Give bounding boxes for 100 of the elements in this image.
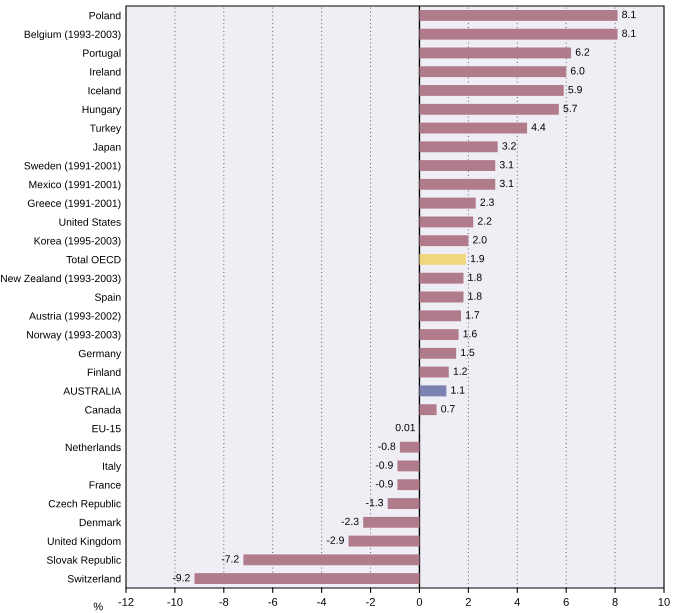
data-label: 6.2	[576, 48, 590, 56]
y-tick-label: Germany	[78, 350, 122, 360]
bar	[419, 310, 462, 322]
bar	[419, 385, 446, 396]
data-label: 1.2	[454, 368, 467, 375]
y-tick-label: Mexico (1991-2001)	[29, 180, 120, 190]
data-label: -0.9	[376, 480, 393, 488]
data-label: 3.1	[500, 180, 514, 188]
data-label: -0.9	[376, 461, 393, 469]
bar	[419, 10, 618, 21]
bar	[419, 85, 564, 96]
bar	[194, 573, 420, 584]
y-tick-label: Japan	[92, 143, 120, 153]
y-tick-label: EU-15	[92, 425, 121, 432]
bar	[419, 235, 468, 246]
y-tick-label: Spain	[94, 293, 120, 303]
bar	[363, 516, 420, 528]
bar	[419, 216, 474, 228]
data-label: 1.7	[466, 311, 480, 318]
y-tick-label: Belgium (1993-2003)	[24, 30, 120, 40]
data-label: -2.3	[342, 518, 359, 526]
data-label: 1.5	[461, 348, 474, 356]
y-tick-label: Slovak Republic	[46, 556, 121, 566]
y-tick-label: Korea (1995-2003)	[34, 236, 120, 247]
data-label: 5.9	[568, 86, 582, 94]
y-tick-label: Poland	[90, 12, 120, 20]
bar	[419, 178, 496, 190]
y-tick-label: United Kingdom	[48, 537, 120, 547]
x-axis-title: %	[94, 602, 103, 610]
bar	[400, 442, 420, 453]
bar	[397, 460, 420, 472]
bar	[243, 554, 420, 566]
y-tick-label: Canada	[85, 406, 122, 414]
x-tick-label: 10	[658, 598, 670, 606]
bar	[419, 254, 466, 265]
data-label: 4.4	[531, 124, 546, 131]
x-tick-label: -10	[167, 598, 183, 606]
x-tick-label: 0	[416, 598, 422, 606]
data-label: -1.3	[366, 498, 384, 506]
x-tick-label: -8	[219, 598, 228, 606]
y-tick-label: New Zealand (1993-2003)	[0, 274, 121, 284]
x-tick-label: 4	[514, 598, 520, 606]
y-tick-label: Portugal	[83, 49, 120, 59]
data-label: 0.7	[441, 405, 455, 412]
x-tick-label: -2	[366, 598, 375, 606]
bar	[419, 292, 464, 302]
data-label: 1.9	[470, 254, 484, 262]
bar	[419, 329, 459, 340]
y-tick-label: AUSTRALIA	[63, 387, 122, 395]
data-label: 3.1	[500, 161, 514, 168]
data-label: 8.1	[622, 10, 636, 18]
data-label: 6.0	[570, 67, 584, 75]
y-tick-label: Denmark	[80, 518, 122, 526]
data-label: -9.2	[172, 574, 190, 582]
bar	[419, 366, 449, 378]
x-tick-label: 6	[564, 598, 569, 606]
data-label: 1.1	[451, 386, 464, 394]
data-label: 3.2	[502, 142, 516, 150]
bar	[419, 122, 528, 134]
x-tick-label: -4	[317, 598, 326, 606]
y-tick-label: Norway (1993-2003)	[27, 330, 120, 340]
data-label: 1.8	[468, 292, 482, 300]
y-tick-label: United States	[59, 218, 121, 226]
y-tick-label: Hungary	[82, 106, 122, 116]
bar	[397, 479, 420, 490]
bar	[419, 404, 437, 416]
bar	[419, 198, 476, 209]
x-tick-label: -12	[118, 598, 134, 606]
bar	[419, 141, 498, 152]
bar	[419, 28, 618, 40]
y-tick-label: Netherlands	[66, 443, 121, 452]
x-tick-label: 2	[466, 598, 471, 606]
data-label: 0.01	[396, 424, 416, 432]
x-tick-label: 8	[612, 598, 618, 606]
bar	[419, 160, 496, 172]
bar	[419, 348, 456, 359]
x-tick-label: -6	[268, 598, 278, 606]
data-label: 1.8	[468, 274, 482, 282]
bar	[419, 66, 566, 78]
data-label: 1.6	[464, 330, 477, 338]
data-label: -0.8	[378, 442, 396, 450]
y-tick-label: Turkey	[90, 124, 122, 134]
data-label: 2.0	[473, 236, 487, 244]
data-label: 2.3	[480, 198, 494, 206]
bar	[348, 536, 420, 547]
y-tick-label: Ireland	[90, 68, 120, 76]
y-tick-label: Finland	[88, 368, 120, 376]
data-label: 8.1	[622, 30, 636, 37]
data-label: 5.7	[563, 104, 577, 112]
y-tick-label: Greece (1991-2001)	[28, 199, 120, 210]
y-tick-label: Italy	[103, 462, 122, 472]
bar	[419, 272, 464, 284]
y-tick-label: France	[90, 481, 121, 489]
y-tick-label: Czech Republic	[48, 500, 121, 510]
y-tick-label: Switzerland	[68, 574, 120, 582]
y-tick-label: Austria (1993-2002)	[29, 312, 120, 322]
data-label: 2.2	[478, 217, 492, 225]
bar	[419, 47, 572, 58]
y-tick-label: Iceland	[88, 86, 120, 94]
bar	[419, 104, 559, 115]
